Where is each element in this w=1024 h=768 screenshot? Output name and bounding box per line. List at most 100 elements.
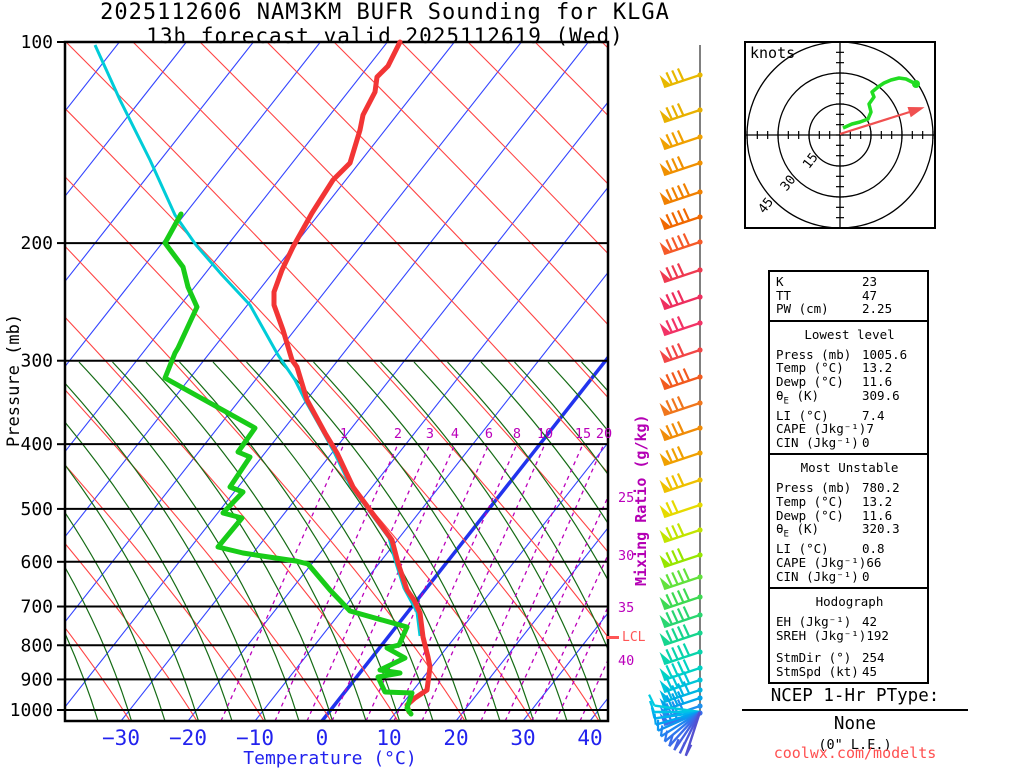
stats-section-title: Most Unstable xyxy=(800,460,899,476)
stats-row-value: 13.2 xyxy=(862,494,893,510)
temp-tick-label: 20 xyxy=(443,726,468,750)
wind-barb xyxy=(659,606,703,629)
stats-row-label: StmDir (°) xyxy=(776,650,852,666)
stats-row: StmDir (°) 254 xyxy=(776,651,923,665)
stats-row-label: PW (cm) xyxy=(776,301,829,317)
stats-row: θE (K) 309.6 xyxy=(776,387,923,409)
stats-row-value: 2.25 xyxy=(862,301,893,317)
pressure-tick-label: 900 xyxy=(20,669,53,690)
stats-row-value: 254 xyxy=(862,650,885,666)
stats-row: Dewp (°C) 11.6 xyxy=(776,375,923,389)
mixing-ratio-label: 30 xyxy=(618,548,634,564)
stats-row-label: EH (Jkg⁻¹) xyxy=(776,614,852,630)
stats-row-label: LI (°C) xyxy=(776,541,829,557)
pressure-tick-label: 400 xyxy=(20,434,53,455)
stats-row-label: CAPE (Jkg⁻¹) xyxy=(776,421,867,437)
wind-barb xyxy=(659,396,703,417)
stats-row-label: StmSpd (kt) xyxy=(776,663,859,679)
wind-barb xyxy=(659,290,703,311)
wind-barb xyxy=(659,208,703,231)
stats-row-label: Temp (°C) xyxy=(776,494,844,510)
stats-section-title: Hodograph xyxy=(815,594,884,610)
stats-row-value: 47 xyxy=(862,287,878,303)
temp-tick-label: 10 xyxy=(376,726,401,750)
temp-tick-label: 30 xyxy=(510,726,535,750)
pressure-tick-label: 300 xyxy=(20,351,53,372)
stats-row-label: CAPE (Jkg⁻¹) xyxy=(776,554,867,570)
wind-barb xyxy=(659,659,703,682)
mixing-ratio-labels: 1 2 3 4 6 8 10 15 20 25 30 35 40 xyxy=(340,426,634,669)
stats-row-label: Temp (°C) xyxy=(776,360,844,376)
stats-row-value: 7 xyxy=(866,421,874,437)
stats-row: EH (Jkg⁻¹) 42 xyxy=(776,615,923,629)
pressure-axis-label: Pressure (mb) xyxy=(4,313,24,447)
stats-section: Most Unstable Press (mb) 780.2 Temp (°C) 13.… xyxy=(770,453,927,587)
mixing-ratio-label: 35 xyxy=(618,600,634,616)
wind-barb xyxy=(659,681,703,704)
mixing-ratio-label: 6 xyxy=(485,426,493,442)
stats-row-value: 42 xyxy=(862,614,878,630)
stats-row-value: 7.4 xyxy=(862,407,885,423)
stats-row-value: 0.8 xyxy=(862,541,885,557)
wind-barb-fan xyxy=(648,694,702,757)
wind-barb xyxy=(659,568,703,591)
mixing-ratio-label: 1 xyxy=(340,426,348,442)
stats-row-label: Dewp (°C) xyxy=(776,373,844,389)
pressure-tick-label: 600 xyxy=(20,552,53,573)
pressure-tick-label: 700 xyxy=(20,597,53,618)
stats-row-label: CIN (Jkg⁻¹) xyxy=(776,568,859,584)
pressure-tick-label: 200 xyxy=(20,233,53,254)
stats-section-title: Lowest level xyxy=(804,326,895,342)
stats-row-value: 192 xyxy=(866,627,889,643)
stats-row: CAPE (Jkg⁻¹)7 xyxy=(776,422,923,436)
stats-row-label: LI (°C) xyxy=(776,407,829,423)
dewpoint-curve xyxy=(162,211,415,717)
mixing-ratio-label: 25 xyxy=(618,490,634,506)
stats-row-label: θE (K) xyxy=(776,387,820,407)
stats-row: K 23 xyxy=(776,275,923,289)
wind-barb xyxy=(659,671,703,694)
stats-row-value: 23 xyxy=(862,274,878,289)
temp-tick-label: 0 xyxy=(316,726,329,750)
sounding-curves xyxy=(93,39,433,717)
stats-row-value: 780.2 xyxy=(862,480,900,496)
wind-barb xyxy=(659,446,703,467)
mixing-ratio-label: 15 xyxy=(575,426,591,442)
hodograph-trace xyxy=(842,76,917,130)
temp-tick-label: −10 xyxy=(236,726,274,750)
stats-row: PW (cm) 2.25 xyxy=(776,302,923,316)
stats-section: K 23 TT 47 PW (cm) 2.25 xyxy=(770,272,927,320)
stats-row-label: K xyxy=(776,274,784,289)
title-line-1: 2025112606 NAM3KM BUFR Sounding for KLGA xyxy=(100,0,670,25)
mixing-ratio-label: 20 xyxy=(596,426,612,442)
temperature-curve xyxy=(271,39,433,715)
stats-section: Hodograph EH (Jkg⁻¹) 42 SREH (Jkg⁻¹)192 StmD… xyxy=(770,587,927,682)
wind-barb xyxy=(659,624,703,647)
pressure-tick-label: 1000 xyxy=(10,700,53,721)
ncep-ptype-title: NCEP 1-Hr PType: xyxy=(742,686,968,711)
stats-row-label: TT xyxy=(776,287,792,303)
stats-row-value: 309.6 xyxy=(862,387,900,403)
grid xyxy=(65,42,608,721)
mixing-ratio-label: 4 xyxy=(451,426,459,442)
stats-row-label: SREH (Jkg⁻¹) xyxy=(776,627,867,643)
stats-row-label: Press (mb) xyxy=(776,346,852,362)
storm-motion-arrow xyxy=(839,108,917,136)
stats-row: TT 47 xyxy=(776,287,923,303)
stats-row: LI (°C) 7.4 xyxy=(776,407,923,423)
plot-frame xyxy=(63,40,610,723)
stats-row-label: θE (K) xyxy=(776,521,820,540)
stats-row-value: 0 xyxy=(862,568,870,584)
mixing-ratio-label: 3 xyxy=(426,426,434,442)
stats-row-label: Press (mb) xyxy=(776,480,852,496)
wind-barb xyxy=(659,548,703,569)
wind-barb xyxy=(659,523,703,544)
wind-barb xyxy=(659,343,703,364)
lcl-label: LCL xyxy=(622,630,646,645)
stats-row: SREH (Jkg⁻¹)192 xyxy=(776,627,923,643)
stats-row-value: 13.2 xyxy=(862,360,893,376)
wind-barb xyxy=(659,233,703,256)
